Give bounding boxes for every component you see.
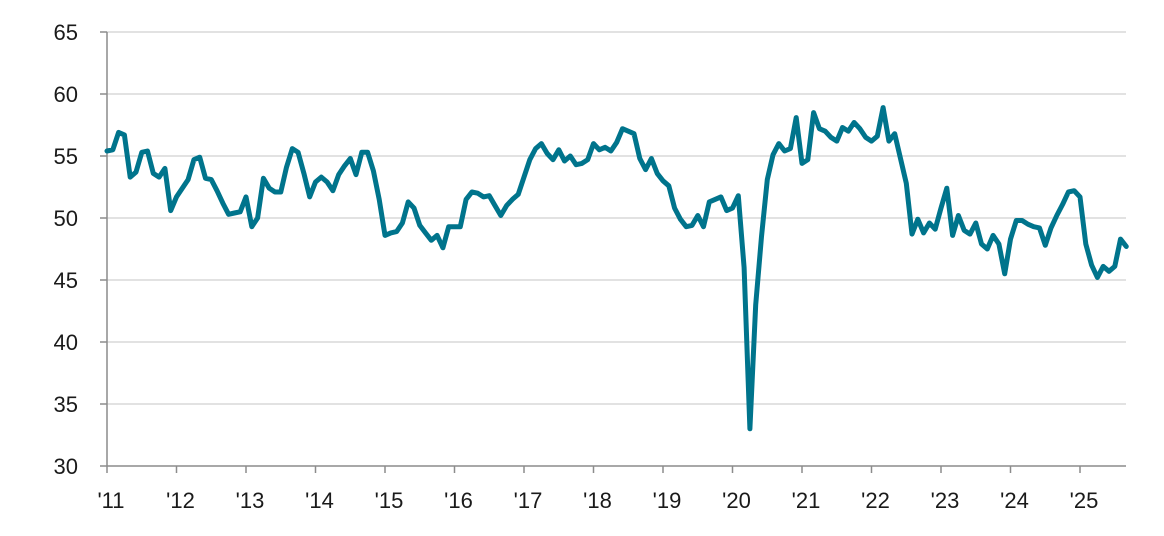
y-tick-label: 40 xyxy=(54,330,78,355)
gridlines xyxy=(107,31,1126,405)
x-tick-label: '16 xyxy=(444,488,473,513)
x-tick-label: '12 xyxy=(166,488,195,513)
x-axis-ticks: '11 '12 '13 '14 '15 '16 '17 '18 '19 '20 '21 '22 '23 '… xyxy=(97,466,1098,513)
y-tick-label: 30 xyxy=(54,454,78,479)
y-tick-label: 65 xyxy=(54,20,78,45)
x-tick-label: '13 xyxy=(236,488,265,513)
x-tick-label: '18 xyxy=(583,488,612,513)
y-tick-label: 45 xyxy=(54,268,78,293)
data-points xyxy=(106,107,1127,429)
y-tick-label: 35 xyxy=(54,392,78,417)
y-tick-label: 55 xyxy=(54,144,78,169)
y-axis-ticks: 30 35 40 45 50 55 60 65 xyxy=(54,20,107,479)
x-tick-label: '11 xyxy=(97,488,124,513)
y-tick-label: 50 xyxy=(54,206,78,231)
x-tick-label: '24 xyxy=(1000,488,1029,513)
x-tick-label: '21 xyxy=(792,488,821,513)
x-tick-label: '23 xyxy=(931,488,960,513)
x-tick-label: '14 xyxy=(305,488,334,513)
x-tick-label: '19 xyxy=(653,488,682,513)
x-tick-label: '22 xyxy=(861,488,890,513)
x-tick-label: '15 xyxy=(375,488,404,513)
x-tick-label: '25 xyxy=(1070,488,1099,513)
x-tick-label: '17 xyxy=(514,488,543,513)
x-tick-label: '20 xyxy=(722,488,751,513)
y-tick-label: 60 xyxy=(54,82,78,107)
